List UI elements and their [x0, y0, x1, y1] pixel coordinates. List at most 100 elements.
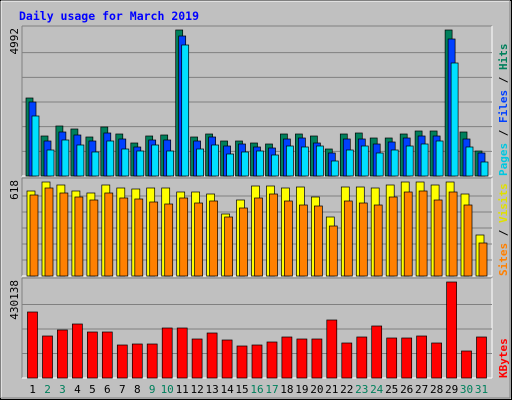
- bar-kbytes-day-17: [266, 341, 278, 379]
- x-tick-label: 26: [400, 383, 413, 396]
- bar-sites-day-27: [418, 190, 428, 277]
- panel-bottom: 430138 KBytes: [8, 277, 510, 379]
- bar-pages-day-20: [316, 145, 324, 177]
- x-tick-label: 7: [119, 383, 126, 396]
- x-tick-label: 15: [235, 383, 248, 396]
- x-tick-label: 31: [475, 383, 488, 396]
- bar-sites-day-20: [314, 205, 323, 277]
- x-tick-label: 16: [250, 383, 263, 396]
- bar-sites-day-1: [29, 194, 39, 277]
- bar-kbytes-day-26: [401, 337, 413, 379]
- bar-kbytes-day-31: [476, 336, 487, 379]
- panel-middle: 618 Sites / Visits: [8, 177, 510, 277]
- legend-visits: Visits: [497, 183, 510, 223]
- bar-pages-day-6: [106, 140, 115, 177]
- panel-top: 4992 Pages / Files / Hits: [8, 25, 510, 177]
- panel-middle-legend: Sites / Visits: [497, 183, 510, 276]
- bar-kbytes-day-5: [87, 331, 98, 379]
- bar-kbytes-day-20: [311, 338, 323, 379]
- bar-sites-day-23: [358, 202, 368, 277]
- bar-pages-day-21: [330, 160, 339, 177]
- bar-pages-day-5: [91, 151, 100, 177]
- bar-sites-day-16: [254, 197, 263, 277]
- bar-kbytes-day-22: [341, 342, 353, 379]
- x-axis-labels: 1 2 3 4 5 6 7 8 9 10 11 12 13 14 15 16 17 18 19 20 21 22 23 24 2…: [29, 383, 488, 396]
- bar-pages-day-23: [360, 145, 369, 177]
- bar-kbytes-day-12: [191, 338, 203, 379]
- x-tick-label: 19: [295, 383, 308, 396]
- bar-sites-day-10: [164, 203, 174, 277]
- legend-sites: Sites: [497, 243, 510, 276]
- bar-pages-day-16: [256, 150, 264, 177]
- bar-pages-day-12: [196, 148, 204, 177]
- bar-sites-day-26: [403, 191, 413, 277]
- bar-kbytes-day-21: [326, 319, 338, 379]
- bar-pages-day-22: [345, 149, 354, 177]
- bar-kbytes-day-14: [221, 339, 233, 379]
- bar-pages-day-29: [450, 62, 459, 177]
- x-tick-label: 28: [430, 383, 443, 396]
- bar-pages-day-4: [76, 144, 85, 177]
- bar-kbytes-day-29: [446, 281, 457, 379]
- bar-sites-day-28: [433, 199, 443, 277]
- bar-kbytes-day-23: [356, 336, 368, 379]
- bar-sites-day-15: [239, 207, 248, 277]
- legend-kbytes: KBytes: [497, 338, 510, 378]
- bar-sites-day-7: [119, 197, 129, 277]
- bar-kbytes-day-27: [416, 335, 427, 379]
- bar-pages-day-31: [480, 161, 489, 177]
- bar-sites-day-2: [44, 187, 54, 277]
- x-tick-label: 25: [385, 383, 398, 396]
- legend-hits: Hits: [497, 44, 510, 71]
- bar-sites-day-25: [388, 196, 398, 277]
- bar-kbytes-day-2: [42, 335, 53, 379]
- bar-kbytes-day-13: [206, 332, 218, 379]
- x-tick-label: 29: [445, 383, 458, 396]
- bar-sites-day-6: [104, 192, 114, 277]
- bar-kbytes-day-1: [27, 311, 38, 379]
- bar-pages-day-10: [166, 150, 175, 177]
- bar-kbytes-day-9: [146, 343, 158, 379]
- x-tick-label: 8: [134, 383, 141, 396]
- legend-separator: /: [497, 70, 510, 90]
- bar-sites-day-8: [134, 198, 144, 277]
- bar-sites-day-4: [74, 196, 84, 277]
- bar-sites-day-13: [209, 200, 218, 277]
- x-tick-label: 2: [44, 383, 51, 396]
- x-tick-label: 17: [265, 383, 278, 396]
- bar-pages-day-18: [286, 145, 294, 177]
- x-tick-label: 14: [220, 383, 234, 396]
- bar-pages-day-13: [211, 144, 219, 177]
- x-tick-label: 18: [280, 383, 293, 396]
- x-tick-label: 9: [149, 383, 156, 396]
- bar-sites-day-5: [89, 199, 99, 277]
- bar-pages-day-28: [435, 140, 444, 177]
- bar-kbytes-day-6: [101, 331, 113, 379]
- bar-kbytes-day-15: [236, 345, 248, 379]
- panel-top-ymax-label: 4992: [8, 28, 21, 55]
- bar-sites-day-11: [179, 197, 189, 277]
- x-tick-label: 23: [355, 383, 368, 396]
- legend-files: Files: [497, 90, 510, 123]
- bar-kbytes-day-30: [461, 350, 472, 379]
- bar-pages-day-24: [375, 152, 384, 177]
- bar-kbytes-day-10: [161, 327, 173, 379]
- bar-kbytes-day-25: [386, 337, 398, 379]
- bar-kbytes-day-3: [57, 329, 68, 379]
- bar-pages-day-17: [271, 154, 279, 177]
- x-tick-label: 6: [104, 383, 111, 396]
- bar-kbytes-day-24: [371, 325, 383, 379]
- legend-pages: Pages: [497, 143, 510, 176]
- bar-pages-day-7: [121, 148, 130, 177]
- x-tick-label: 13: [205, 383, 218, 396]
- bar-pages-day-15: [241, 151, 249, 177]
- bar-kbytes-day-4: [72, 323, 83, 379]
- bar-pages-day-30: [465, 146, 474, 177]
- bar-sites-day-3: [59, 192, 69, 277]
- x-tick-label: 1: [29, 383, 36, 396]
- bar-kbytes-day-19: [296, 338, 308, 379]
- legend-separator: /: [497, 223, 510, 243]
- bar-pages-day-26: [405, 145, 414, 177]
